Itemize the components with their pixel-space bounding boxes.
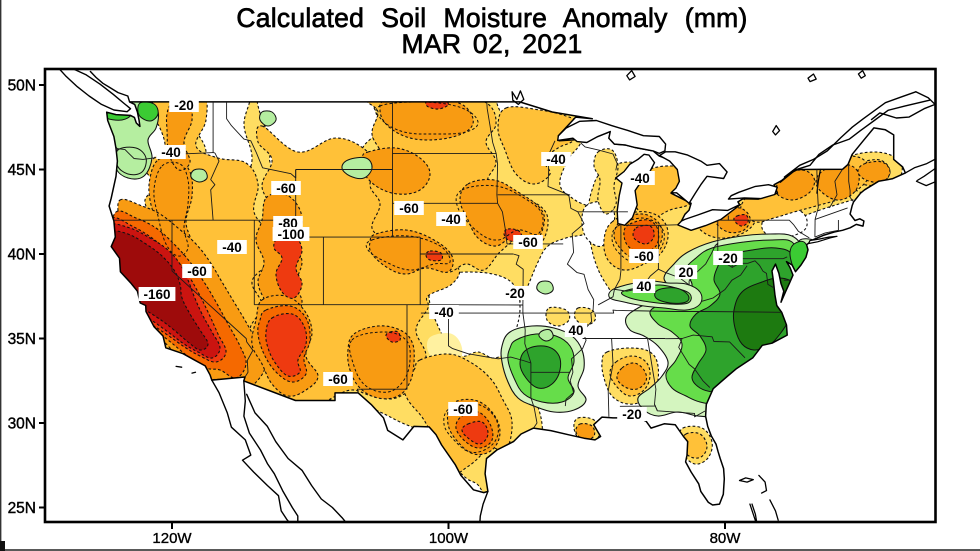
svg-text:-40: -40 (161, 145, 181, 160)
svg-text:-20: -20 (174, 98, 194, 113)
svg-text:-100: -100 (277, 227, 304, 242)
svg-text:25N: 25N (8, 500, 36, 517)
svg-text:30N: 30N (8, 416, 36, 433)
svg-text:-60: -60 (634, 249, 654, 264)
svg-text:-20: -20 (718, 251, 738, 266)
svg-text:40: 40 (568, 323, 583, 338)
svg-text:20: 20 (678, 265, 693, 280)
svg-text:40: 40 (636, 279, 651, 294)
svg-text:-20: -20 (622, 407, 642, 422)
svg-text:MAR 02, 2021: MAR 02, 2021 (401, 29, 582, 59)
svg-text:100W: 100W (429, 530, 469, 547)
svg-text:-160: -160 (143, 287, 170, 302)
svg-text:50N: 50N (8, 78, 36, 95)
svg-text:-60: -60 (187, 264, 207, 279)
svg-text:45N: 45N (8, 162, 36, 179)
svg-text:-40: -40 (222, 240, 242, 255)
svg-text:Calculated Soil Moisture Anoma: Calculated Soil Moisture Anomaly (mm) (236, 3, 747, 33)
svg-text:40N: 40N (8, 247, 36, 264)
svg-text:-40: -40 (441, 212, 461, 227)
svg-text:-40: -40 (546, 152, 566, 167)
svg-text:-20: -20 (505, 286, 525, 301)
svg-text:-60: -60 (453, 402, 473, 417)
svg-text:-60: -60 (328, 372, 348, 387)
svg-text:120W: 120W (152, 530, 192, 547)
svg-text:-60: -60 (276, 181, 296, 196)
svg-text:-60: -60 (399, 201, 419, 216)
svg-text:-60: -60 (518, 235, 538, 250)
svg-text:-40: -40 (630, 171, 650, 186)
svg-text:80W: 80W (710, 530, 742, 547)
svg-text:35N: 35N (8, 331, 36, 348)
svg-text:-40: -40 (434, 305, 454, 320)
